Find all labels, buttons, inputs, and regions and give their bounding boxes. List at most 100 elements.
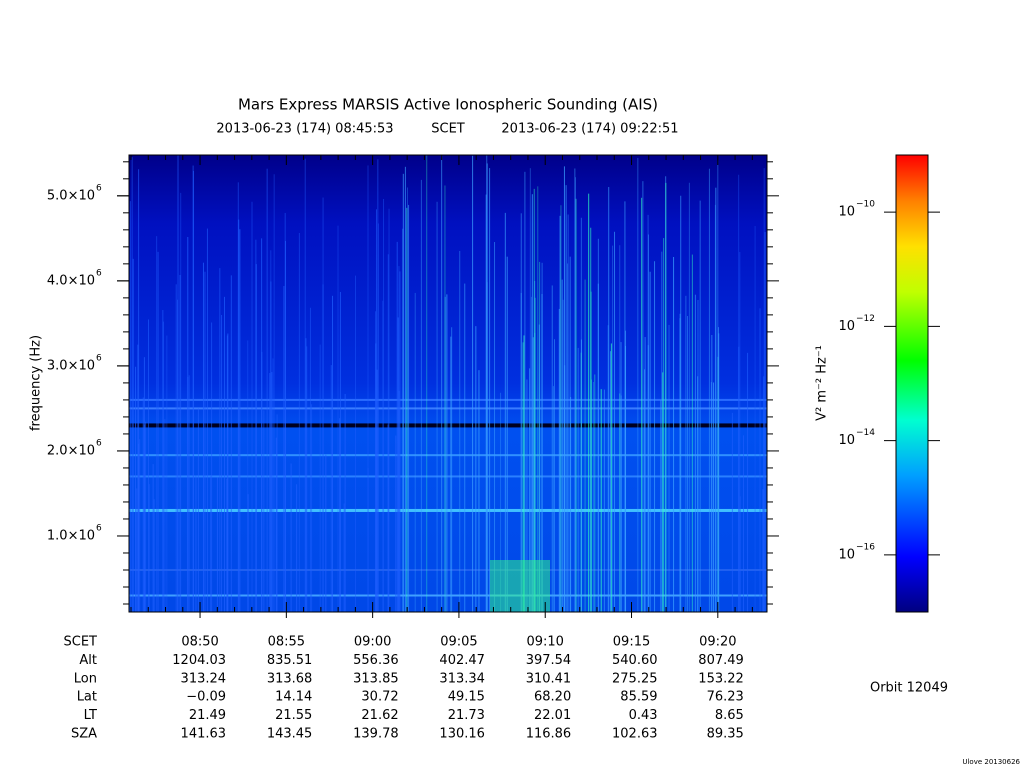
spectral-stripe xyxy=(524,171,526,613)
ephemeris-value: 143.45 xyxy=(267,727,313,742)
spectral-stripe xyxy=(580,339,582,612)
spectral-stripe xyxy=(251,201,253,613)
spectral-stripe xyxy=(570,396,572,612)
spectral-stripe xyxy=(332,295,334,612)
spectral-stripe xyxy=(162,321,164,612)
spectral-band xyxy=(129,454,767,457)
spectral-stripe xyxy=(762,489,764,612)
spectral-stripe xyxy=(175,284,177,612)
spectral-stripe xyxy=(406,187,408,612)
spectral-stripe xyxy=(226,335,228,612)
spectral-stripe xyxy=(271,372,273,612)
ephemeris-value: 130.16 xyxy=(439,727,485,742)
spectral-stripe xyxy=(597,283,599,612)
spectral-stripe xyxy=(610,343,612,612)
ephemeris-label: SCET xyxy=(64,635,98,650)
spectral-stripe xyxy=(711,334,713,612)
spectral-stripe xyxy=(273,174,275,612)
spectral-stripe xyxy=(142,397,144,612)
spectral-stripe xyxy=(619,393,621,612)
ephemeris-value: 30.72 xyxy=(361,690,398,705)
spectral-stripe xyxy=(376,369,378,612)
spectral-stripe xyxy=(558,308,560,612)
spectral-stripe xyxy=(238,219,240,612)
spectral-stripe xyxy=(202,262,204,612)
ephemeris-value: 313.24 xyxy=(181,671,227,686)
spectral-stripe xyxy=(714,204,716,612)
colorbar-tick-exponent: −16 xyxy=(856,542,875,552)
spectral-stripe xyxy=(129,477,131,612)
spectral-stripe xyxy=(687,316,689,612)
spectral-stripe xyxy=(367,165,369,612)
spectral-stripe xyxy=(216,477,218,612)
spectral-stripe xyxy=(396,241,398,612)
spectral-stripe xyxy=(211,322,213,612)
ephemeris-value: 0.43 xyxy=(629,708,658,723)
spectral-stripe xyxy=(738,346,740,612)
spectral-stripe xyxy=(529,368,531,612)
spectral-band xyxy=(129,475,767,478)
spectral-stripe xyxy=(343,503,345,612)
spectral-stripe xyxy=(532,337,534,612)
spectral-stripe xyxy=(176,299,178,612)
ephemeris-value: 807.49 xyxy=(698,653,744,668)
spectral-stripe xyxy=(530,296,532,612)
spectral-stripe xyxy=(247,340,249,612)
spectral-stripe xyxy=(662,372,664,612)
spectral-stripe xyxy=(567,214,569,612)
spectral-stripe xyxy=(339,418,341,612)
ephemeris-value: 21.49 xyxy=(189,708,226,723)
spectral-stripe xyxy=(204,271,206,612)
y-tick-mantissa: 1.0×10 xyxy=(47,528,95,543)
spectral-stripe xyxy=(325,454,327,612)
spectral-stripe xyxy=(679,313,681,612)
ephemeris-value: 310.41 xyxy=(526,671,572,686)
ephemeris-value: 540.60 xyxy=(612,653,658,668)
spectral-stripe xyxy=(406,207,408,612)
spectral-stripe xyxy=(485,194,487,612)
spectral-stripe xyxy=(691,254,693,612)
ephemeris-value: 153.22 xyxy=(698,671,744,686)
spectral-stripe xyxy=(276,414,278,612)
plasma-echo xyxy=(490,560,550,612)
spectral-stripe xyxy=(523,335,525,612)
spectral-stripe xyxy=(649,271,651,612)
ephemeris-value: −0.09 xyxy=(186,690,226,705)
spectral-stripe xyxy=(399,271,401,612)
spectral-stripe xyxy=(699,200,701,612)
spectral-stripe xyxy=(156,236,158,612)
end-time: 2013-06-23 (174) 09:22:51 xyxy=(501,122,678,137)
spectral-stripe xyxy=(584,279,586,612)
spectral-stripe xyxy=(661,251,663,612)
y-tick-mantissa: 2.0×10 xyxy=(47,443,95,458)
ephemeris-value: 139.78 xyxy=(353,727,399,742)
spectral-stripe xyxy=(450,336,452,612)
ephemeris-value: 21.73 xyxy=(448,708,485,723)
spectral-stripe xyxy=(247,494,249,612)
spectral-stripe xyxy=(747,352,749,612)
spectral-stripe xyxy=(157,251,159,612)
y-tick-exponent: 6 xyxy=(96,438,102,448)
spectral-stripe xyxy=(143,424,145,612)
spectral-stripe xyxy=(574,177,576,612)
ephemeris-value: 402.47 xyxy=(439,653,485,668)
spectral-stripe xyxy=(472,155,474,612)
spectral-stripe xyxy=(296,484,298,612)
y-tick-exponent: 6 xyxy=(96,353,102,363)
spectral-stripe xyxy=(562,299,564,612)
spectral-stripe xyxy=(708,168,710,612)
spectral-stripe xyxy=(565,185,567,612)
y-tick-mantissa: 3.0×10 xyxy=(47,358,95,373)
spectral-stripe xyxy=(620,342,622,612)
colorbar-tick-exponent: −12 xyxy=(856,314,875,324)
spectral-stripe xyxy=(152,464,154,612)
spectral-stripe xyxy=(375,343,377,612)
spectral-stripe xyxy=(500,392,502,612)
spectral-stripe xyxy=(680,195,682,612)
spectral-stripe xyxy=(304,158,306,613)
spectral-stripe xyxy=(654,261,656,612)
spectral-stripe xyxy=(647,345,649,612)
spectral-stripe xyxy=(382,300,384,612)
spectral-stripe xyxy=(192,165,194,612)
spectral-stripe xyxy=(306,346,308,612)
